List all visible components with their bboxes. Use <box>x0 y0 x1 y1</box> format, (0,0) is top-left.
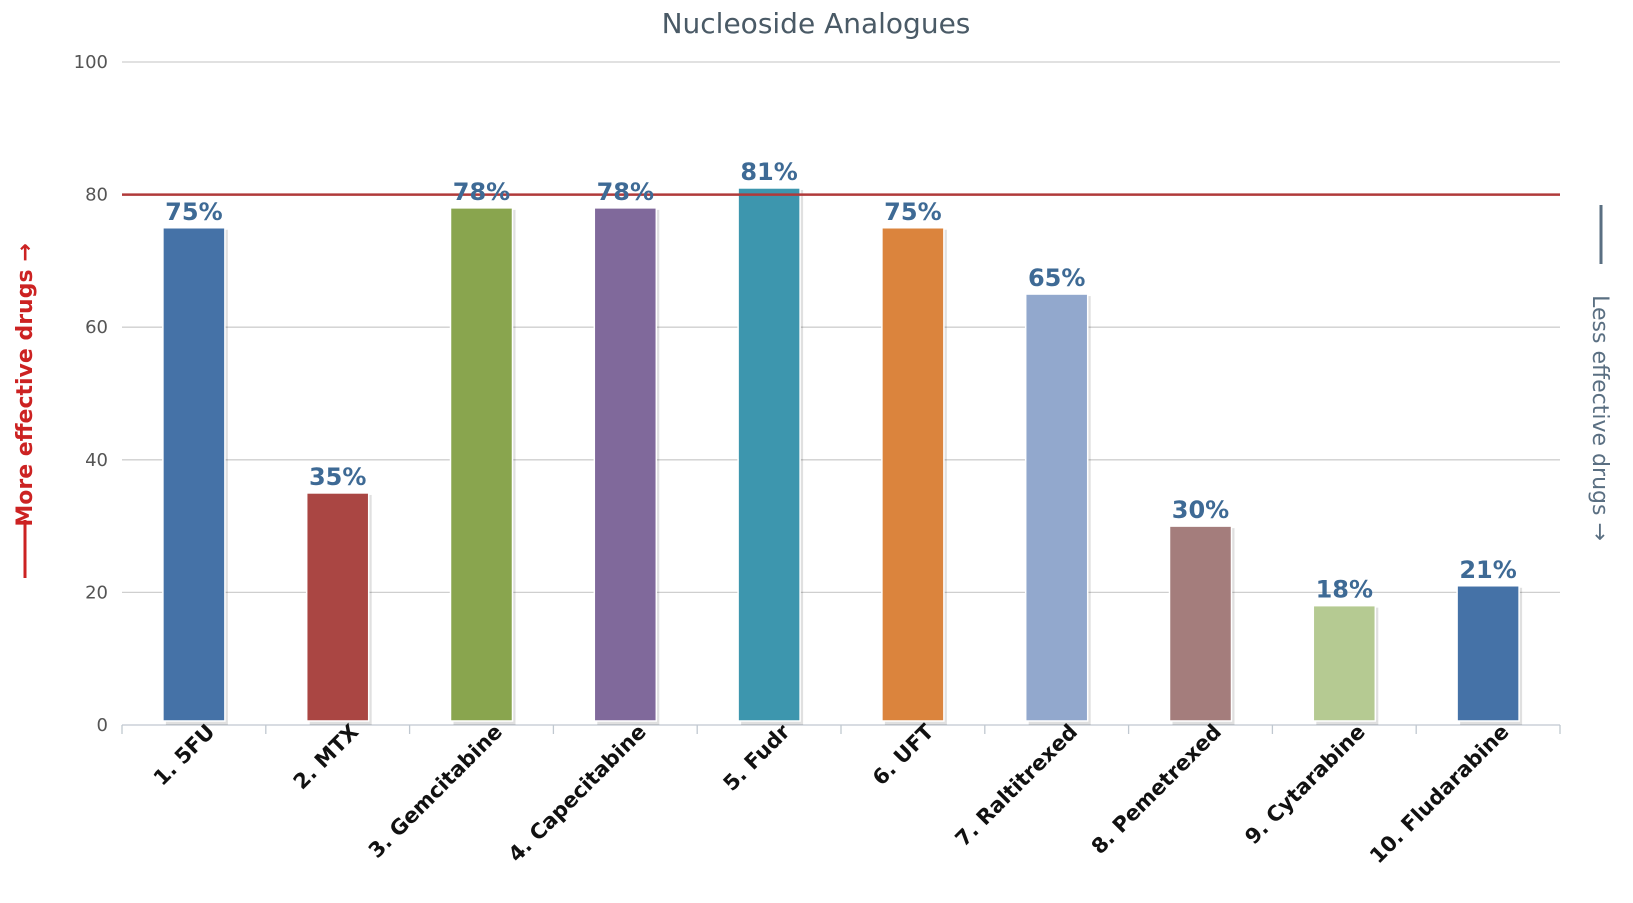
right-axis-title: Less effective drugs → <box>1587 295 1612 541</box>
data-label-6: 75% <box>884 198 941 226</box>
category-label-3: 3. Gemcitabine <box>364 720 507 863</box>
left-axis-title: More effective drugs → <box>13 243 38 526</box>
data-label-2: 35% <box>309 463 366 491</box>
bar-7 <box>1024 293 1089 722</box>
bar-2 <box>305 492 370 722</box>
category-label-5: 5. Fudr <box>719 719 795 795</box>
data-label-3: 78% <box>453 178 510 206</box>
left-axis-title-group: More effective drugs → <box>13 243 38 578</box>
category-label-10: 10. Fludarabine <box>1365 720 1514 869</box>
bar-4 <box>593 207 658 722</box>
bar-5 <box>737 187 801 722</box>
data-label-9: 18% <box>1316 576 1373 604</box>
y-tick-label-80: 80 <box>85 185 108 206</box>
chart-title: Nucleoside Analogues <box>662 7 971 40</box>
data-label-10: 21% <box>1459 556 1516 584</box>
data-label-5: 81% <box>740 158 797 186</box>
right-axis-title-group: Less effective drugs → <box>1587 205 1612 541</box>
bar-9 <box>1312 604 1377 722</box>
bar-6 <box>881 227 945 722</box>
category-label-7: 7. Raltitrexed <box>951 720 1083 852</box>
bar-layer <box>162 187 1523 726</box>
category-label-6: 6. UFT <box>868 719 939 790</box>
y-tick-label-20: 20 <box>85 582 108 603</box>
category-label-1: 1. 5FU <box>149 720 220 791</box>
y-tick-label-60: 60 <box>85 317 108 338</box>
category-label-2: 2. MTX <box>289 720 363 794</box>
y-tick-label-40: 40 <box>85 450 108 471</box>
data-label-1: 75% <box>165 198 222 226</box>
bar-8 <box>1168 525 1233 722</box>
y-tick-label-100: 100 <box>74 52 108 73</box>
bar-3 <box>449 207 514 722</box>
y-tick-label-0: 0 <box>97 715 108 736</box>
bar-10 <box>1456 585 1520 722</box>
category-label-4: 4. Capecitabine <box>504 720 651 867</box>
category-label-9: 9. Cytarabine <box>1240 720 1370 850</box>
data-label-8: 30% <box>1172 496 1229 524</box>
bar-1 <box>162 227 226 722</box>
data-label-7: 65% <box>1028 264 1085 292</box>
category-label-8: 8. Pemetrexed <box>1087 720 1226 859</box>
data-label-4: 78% <box>597 178 654 206</box>
